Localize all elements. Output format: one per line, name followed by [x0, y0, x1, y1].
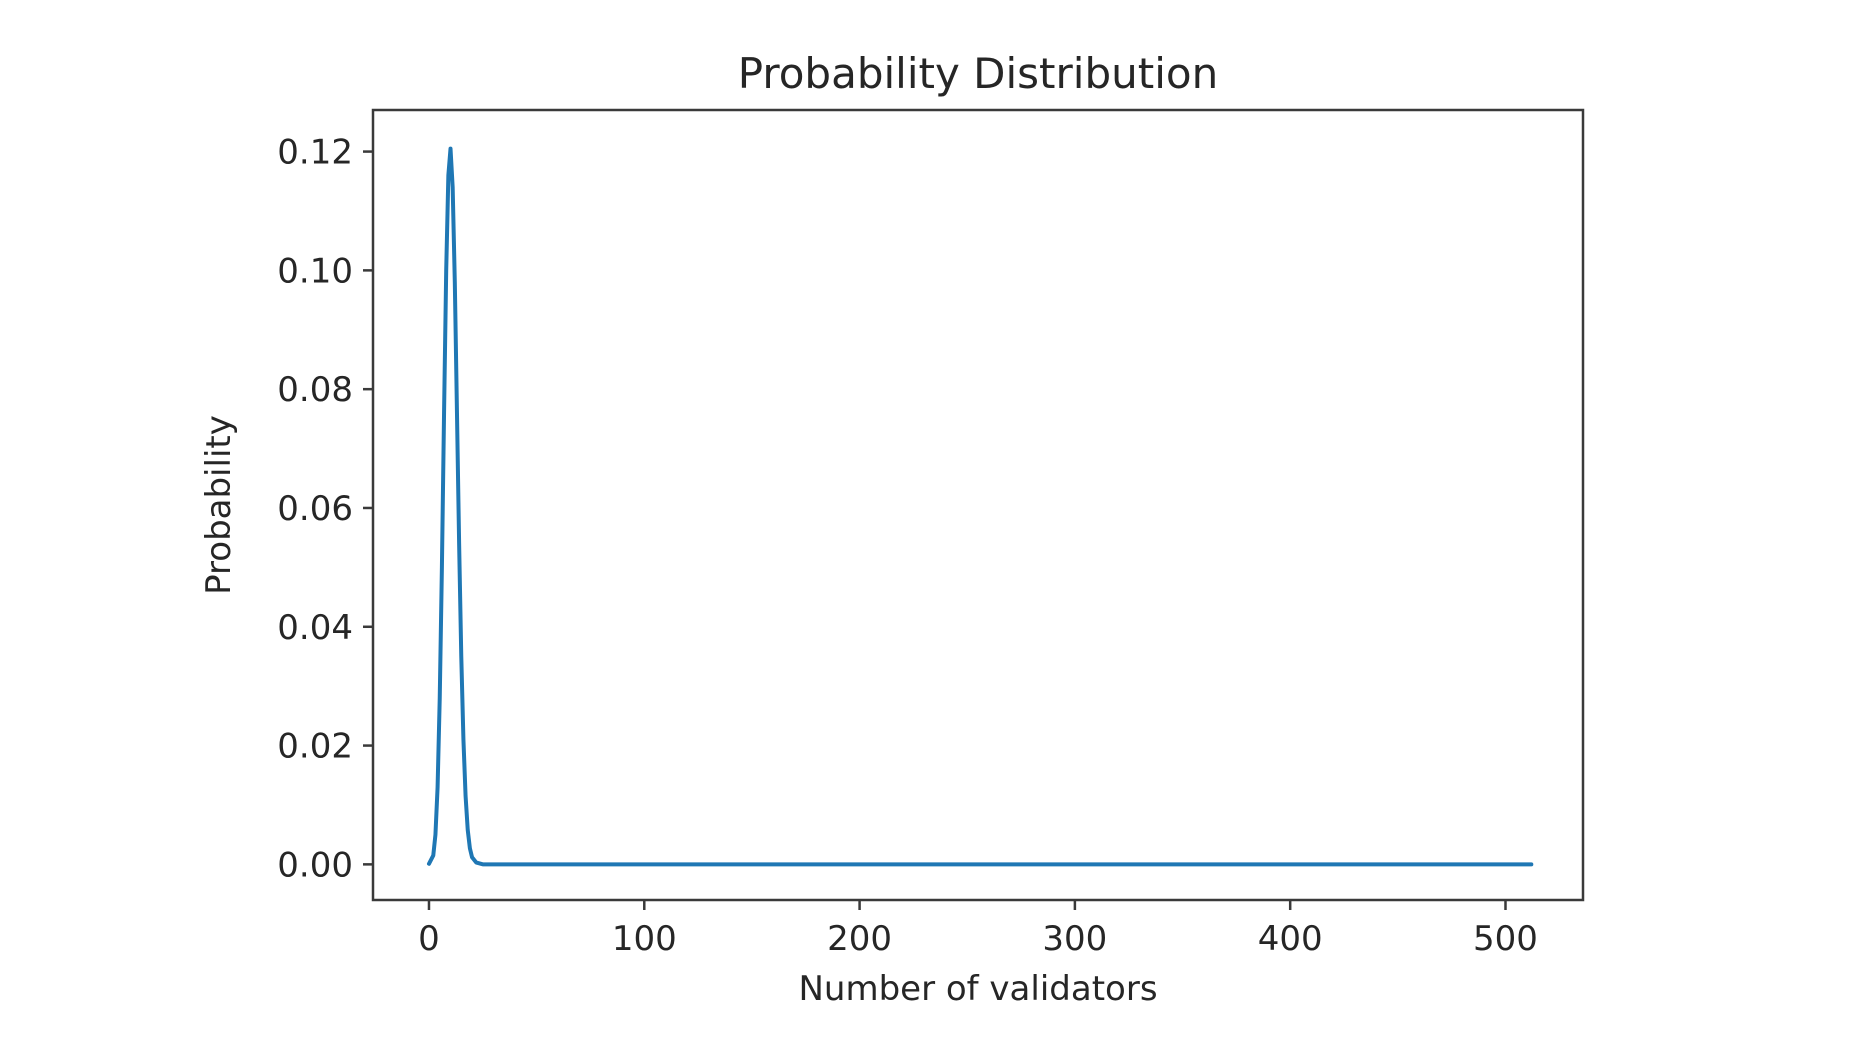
y-axis-label: Probability	[199, 415, 239, 595]
x-axis-label: Number of validators	[798, 969, 1157, 1009]
x-tick-label: 400	[1258, 919, 1323, 959]
y-tick-label: 0.00	[277, 845, 353, 885]
x-tick-label: 500	[1473, 919, 1538, 959]
y-axis-ticks: 0.00 0.02 0.04 0.06 0.08 0.10 0.12	[277, 133, 373, 885]
y-tick-label: 0.02	[277, 727, 353, 767]
x-axis-ticks: 0 100 200 300 400 500	[418, 900, 1538, 959]
chart-title: Probability Distribution	[738, 49, 1218, 98]
y-tick-label: 0.04	[277, 608, 353, 648]
x-tick-label: 0	[418, 919, 440, 959]
x-tick-label: 100	[612, 919, 677, 959]
series-line-0	[426, 146, 1534, 867]
x-tick-label: 200	[827, 919, 892, 959]
y-tick-label: 0.10	[277, 251, 353, 291]
y-tick-label: 0.12	[277, 133, 353, 173]
plot-content	[426, 146, 1534, 867]
x-tick-label: 300	[1042, 919, 1107, 959]
plot-area-frame	[371, 108, 1585, 902]
y-tick-label: 0.06	[277, 489, 353, 529]
y-tick-label: 0.08	[277, 370, 353, 410]
